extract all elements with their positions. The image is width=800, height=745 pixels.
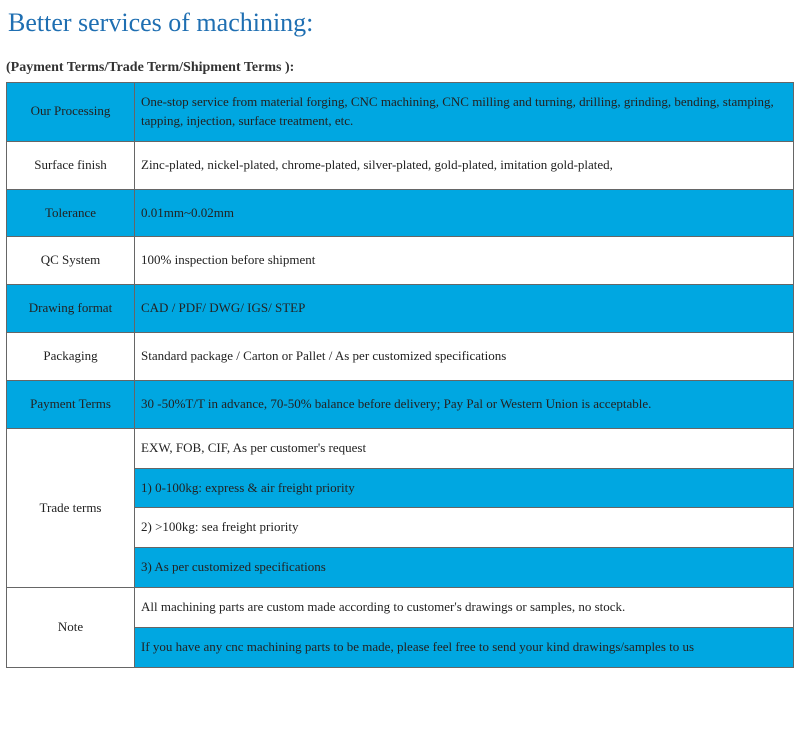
- table-row: Tolerance0.01mm~0.02mm: [7, 189, 794, 237]
- table-row: Trade termsEXW, FOB, CIF, As per custome…: [7, 428, 794, 468]
- row-label: Packaging: [7, 333, 135, 381]
- services-table-body: Our ProcessingOne-stop service from mate…: [7, 83, 794, 668]
- services-table: Our ProcessingOne-stop service from mate…: [6, 82, 794, 668]
- row-value: 3) As per customized specifications: [135, 548, 794, 588]
- row-value: Standard package / Carton or Pallet / As…: [135, 333, 794, 381]
- row-label: Tolerance: [7, 189, 135, 237]
- table-row: Our ProcessingOne-stop service from mate…: [7, 83, 794, 142]
- row-label: Note: [7, 588, 135, 668]
- page-title: Better services of machining:: [8, 8, 794, 38]
- row-value: CAD / PDF/ DWG/ IGS/ STEP: [135, 285, 794, 333]
- row-label: Trade terms: [7, 428, 135, 587]
- row-value: One-stop service from material forging, …: [135, 83, 794, 142]
- row-label: Drawing format: [7, 285, 135, 333]
- row-value: 2) >100kg: sea freight priority: [135, 508, 794, 548]
- row-value: 100% inspection before shipment: [135, 237, 794, 285]
- row-value: 0.01mm~0.02mm: [135, 189, 794, 237]
- row-label: QC System: [7, 237, 135, 285]
- table-row: Payment Terms30 -50%T/T in advance, 70-5…: [7, 380, 794, 428]
- row-label: Surface finish: [7, 141, 135, 189]
- table-row: Surface finishZinc-plated, nickel-plated…: [7, 141, 794, 189]
- row-value: Zinc-plated, nickel-plated, chrome-plate…: [135, 141, 794, 189]
- table-row: PackagingStandard package / Carton or Pa…: [7, 333, 794, 381]
- row-value: 1) 0-100kg: express & air freight priori…: [135, 468, 794, 508]
- row-value: 30 -50%T/T in advance, 70-50% balance be…: [135, 380, 794, 428]
- row-label: Our Processing: [7, 83, 135, 142]
- row-value: All machining parts are custom made acco…: [135, 588, 794, 628]
- table-row: NoteAll machining parts are custom made …: [7, 588, 794, 628]
- table-row: QC System100% inspection before shipment: [7, 237, 794, 285]
- row-value: If you have any cnc machining parts to b…: [135, 627, 794, 667]
- row-value: EXW, FOB, CIF, As per customer's request: [135, 428, 794, 468]
- row-label: Payment Terms: [7, 380, 135, 428]
- page: Better services of machining: (Payment T…: [0, 0, 800, 678]
- table-subtitle: (Payment Terms/Trade Term/Shipment Terms…: [6, 60, 794, 76]
- table-row: Drawing formatCAD / PDF/ DWG/ IGS/ STEP: [7, 285, 794, 333]
